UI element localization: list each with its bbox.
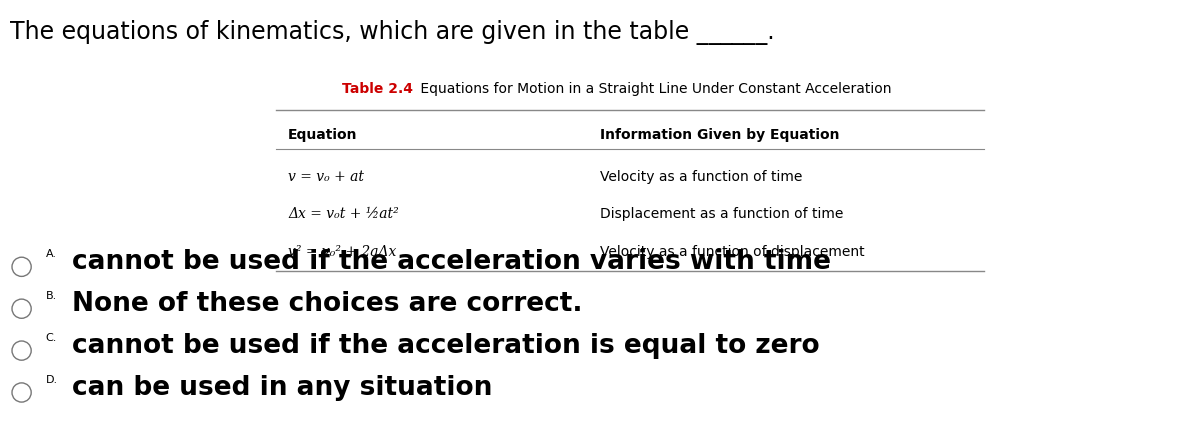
Text: cannot be used if the acceleration is equal to zero: cannot be used if the acceleration is eq… [72, 333, 820, 359]
Text: Velocity as a function of displacement: Velocity as a function of displacement [600, 245, 865, 259]
Text: None of these choices are correct.: None of these choices are correct. [72, 291, 582, 317]
Text: Equation: Equation [288, 128, 358, 142]
Text: can be used in any situation: can be used in any situation [72, 375, 492, 401]
Text: cannot be used if the acceleration varies with time: cannot be used if the acceleration varie… [72, 249, 830, 275]
Text: Δx = v₀t + ½at²: Δx = v₀t + ½at² [288, 207, 398, 221]
Text: D.: D. [46, 375, 58, 385]
Text: v² = v₀² + 2aΔx: v² = v₀² + 2aΔx [288, 245, 396, 259]
Text: v = v₀ + at: v = v₀ + at [288, 170, 364, 184]
Text: C.: C. [46, 333, 56, 343]
Text: Information Given by Equation: Information Given by Equation [600, 128, 840, 142]
Text: The equations of kinematics, which are given in the table ______.: The equations of kinematics, which are g… [10, 20, 774, 45]
Text: Table 2.4: Table 2.4 [342, 82, 413, 96]
Text: B.: B. [46, 291, 56, 301]
Text: Displacement as a function of time: Displacement as a function of time [600, 207, 844, 221]
Text: Equations for Motion in a Straight Line Under Constant Acceleration: Equations for Motion in a Straight Line … [416, 82, 892, 96]
Text: Velocity as a function of time: Velocity as a function of time [600, 170, 803, 184]
Text: A.: A. [46, 249, 56, 259]
